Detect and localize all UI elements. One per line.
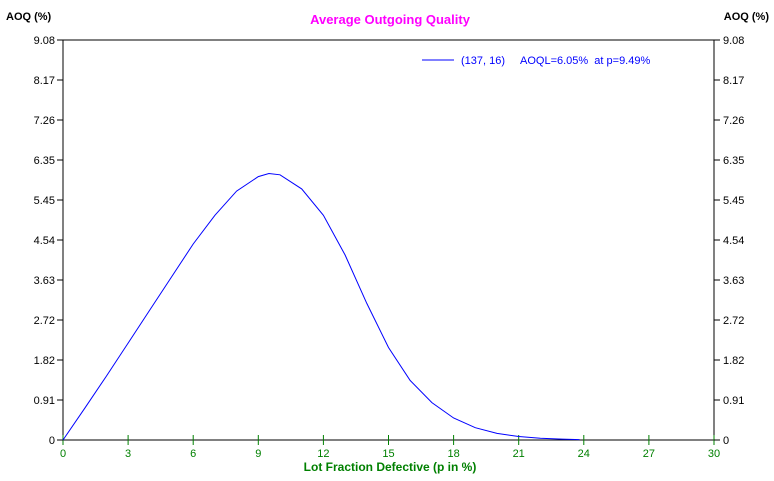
- y-tick-label-left: 0.91: [34, 395, 55, 407]
- y-tick-label-right: 7.26: [723, 115, 744, 127]
- x-tick-label: 15: [382, 448, 394, 460]
- aoq-curve: [62, 172, 580, 441]
- y-tick-label-right: 9.08: [723, 35, 744, 47]
- y-tick-label-right: 4.54: [723, 235, 744, 247]
- y-tick-label-left: 5.45: [34, 195, 55, 207]
- y-tick-label-left: 4.54: [34, 235, 55, 247]
- chart-title: Average Outgoing Quality: [310, 12, 471, 27]
- y-tick-label-left: 7.26: [34, 115, 55, 127]
- x-tick-label: 27: [643, 448, 655, 460]
- legend: (137, 16) AOQL=6.05% at p=9.49%: [422, 55, 650, 67]
- legend-plan: (137, 16): [461, 55, 505, 67]
- x-axis-label: Lot Fraction Defective (p in %): [304, 460, 477, 474]
- x-tick-label: 24: [578, 448, 590, 460]
- y-tick-label-right: 8.17: [723, 75, 744, 87]
- y-tick-label-right: 0: [723, 435, 729, 447]
- x-tick-label: 3: [125, 448, 131, 460]
- x-tick-label: 21: [513, 448, 525, 460]
- y-tick-label-right: 6.35: [723, 155, 744, 167]
- y-axis-label-left: AOQ (%): [6, 11, 52, 23]
- y-tick-label-right: 0.91: [723, 395, 744, 407]
- x-tick-label: 9: [255, 448, 261, 460]
- y-tick-label-left: 8.17: [34, 75, 55, 87]
- y-tick-label-left: 3.63: [34, 275, 55, 287]
- y-tick-label-right: 5.45: [723, 195, 744, 207]
- y-axis-label-right: AOQ (%): [724, 11, 770, 23]
- y-tick-label-left: 6.35: [34, 155, 55, 167]
- y-tick-label-left: 0: [49, 435, 55, 447]
- y-tick-label-left: 2.72: [34, 315, 55, 327]
- x-tick-label: 18: [447, 448, 459, 460]
- y-tick-label-right: 2.72: [723, 315, 744, 327]
- x-tick-label: 30: [708, 448, 720, 460]
- x-tick-label: 12: [317, 448, 329, 460]
- y-tick-label-right: 3.63: [723, 275, 744, 287]
- x-tick-label: 0: [60, 448, 66, 460]
- y-tick-label-right: 1.82: [723, 355, 744, 367]
- legend-aoql: AOQL=6.05% at p=9.49%: [520, 55, 650, 67]
- x-tick-label: 6: [190, 448, 196, 460]
- y-tick-label-left: 9.08: [34, 35, 55, 47]
- y-tick-label-left: 1.82: [34, 355, 55, 367]
